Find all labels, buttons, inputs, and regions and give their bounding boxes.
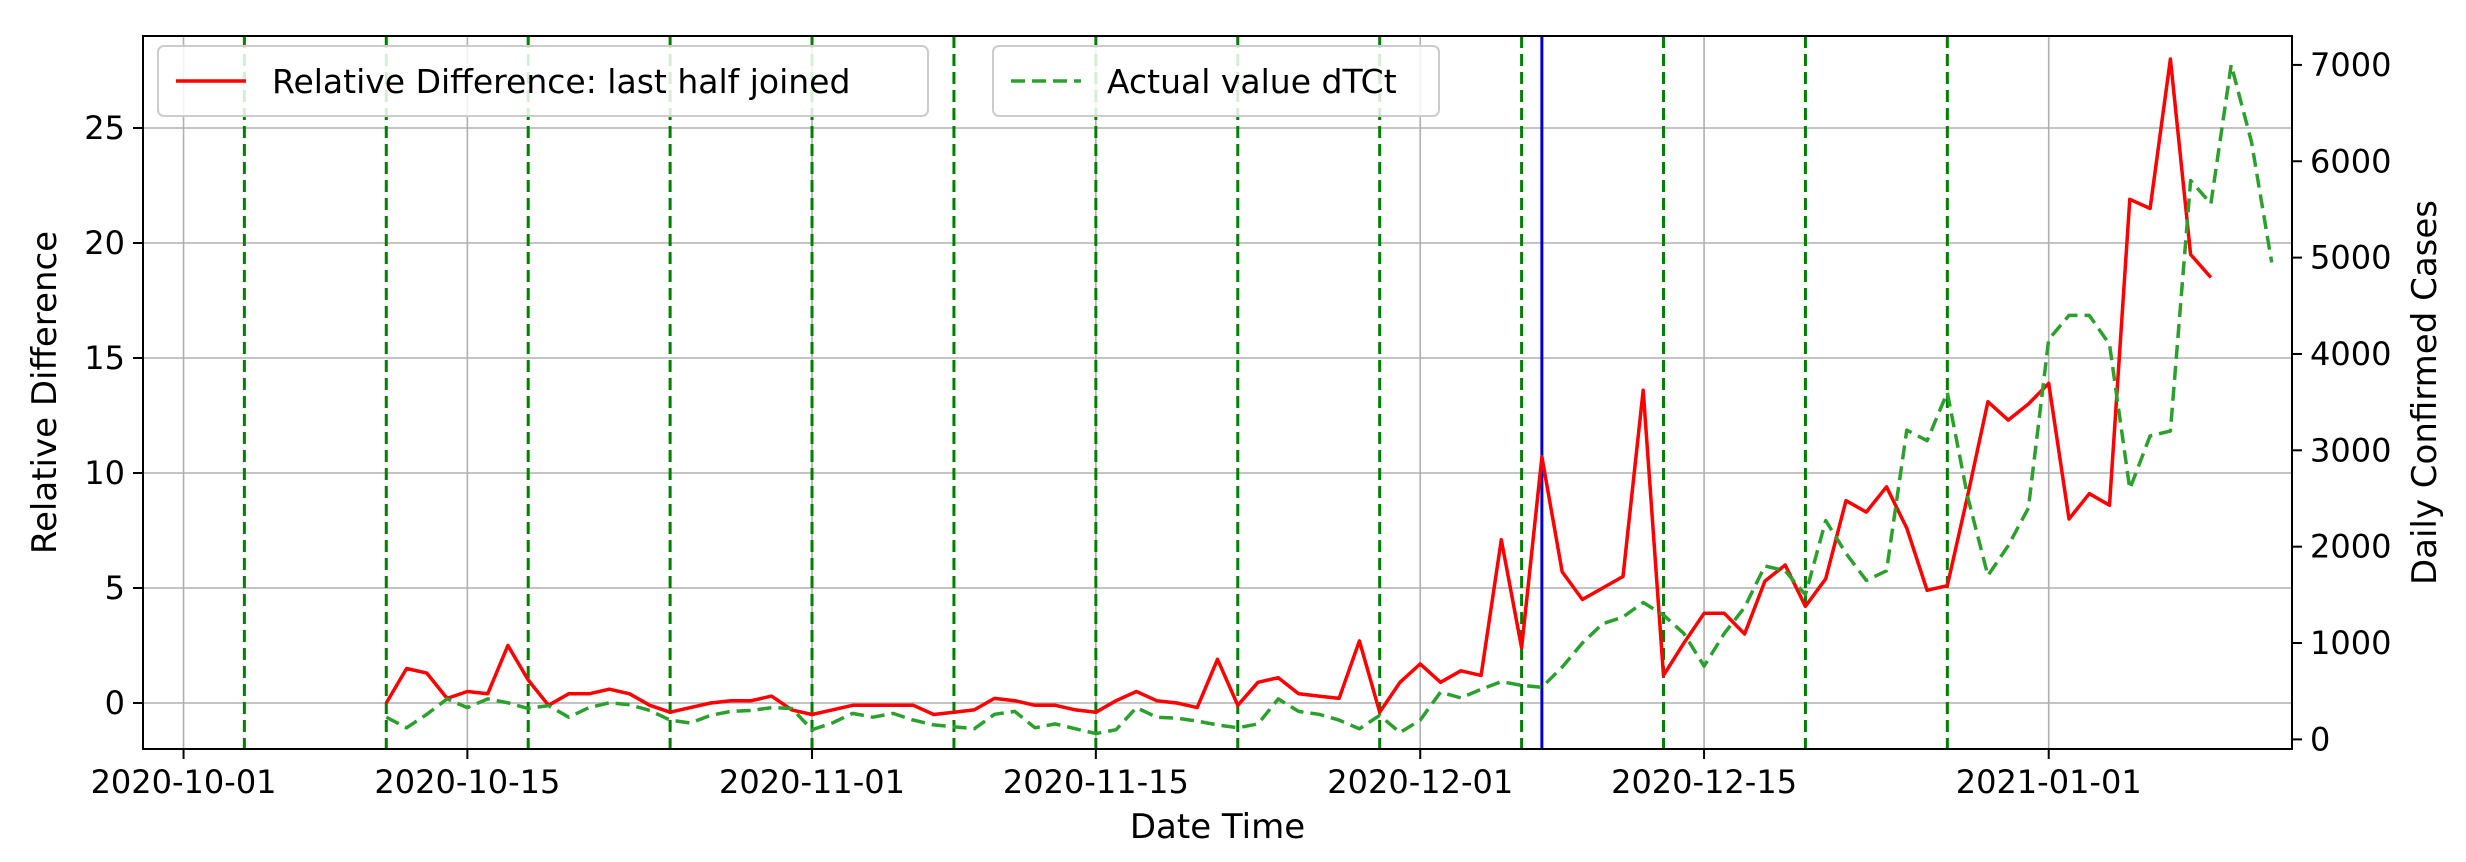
y2-axis-label: Daily Confirmed Cases	[2405, 200, 2445, 585]
plot-frame	[142, 35, 2293, 750]
y-tick-label: 5	[105, 569, 125, 607]
y2-tick-label: 1000	[2310, 624, 2391, 662]
series-lines	[384, 57, 2274, 736]
y-tick-label: 10	[84, 454, 125, 492]
y2-tick-label: 4000	[2310, 335, 2391, 373]
legend-box-relative-difference: Relative Difference: last half joined	[157, 45, 929, 117]
y-tick-label: 15	[84, 339, 125, 377]
x-axis-label: Date Time	[1130, 807, 1305, 847]
x-tick-label: 2020-11-15	[1003, 763, 1189, 801]
x-tick-label: 2020-10-01	[91, 763, 277, 801]
legend-label: Actual value dTCt	[1107, 62, 1397, 101]
y2-tick-label: 6000	[2310, 142, 2391, 180]
y-tick-label: 20	[84, 224, 125, 262]
x-tick-label: 2020-12-15	[1611, 763, 1797, 801]
x-tick-label: 2020-11-01	[719, 763, 905, 801]
x-tick-label: 2020-12-01	[1327, 763, 1513, 801]
relative-difference-line	[384, 57, 2213, 717]
y-tick-label: 0	[105, 684, 125, 722]
y-axis-label: Relative Difference	[25, 231, 65, 554]
axes: 2020-10-01 2020-10-15 2020-11-01 2020-11-15…	[84, 46, 2391, 801]
grid-lines	[143, 36, 2292, 749]
legend-box-actual-value: Actual value dTCt	[992, 45, 1440, 117]
legend-frame	[992, 45, 1440, 117]
x-tick-label: 2021-01-01	[1956, 763, 2142, 801]
y2-tick-label: 7000	[2310, 46, 2391, 84]
actual-value-line	[385, 63, 2274, 736]
x-tick-label: 2020-10-15	[374, 763, 560, 801]
y-tick-label: 25	[84, 109, 125, 147]
y2-tick-label: 3000	[2310, 431, 2391, 469]
y2-tick-label: 0	[2310, 720, 2330, 758]
y2-tick-label: 2000	[2310, 528, 2391, 566]
legend-frame	[157, 45, 929, 117]
y2-tick-label: 5000	[2310, 239, 2391, 277]
vertical-markers	[242, 36, 1949, 749]
legend-label: Relative Difference: last half joined	[272, 62, 850, 101]
